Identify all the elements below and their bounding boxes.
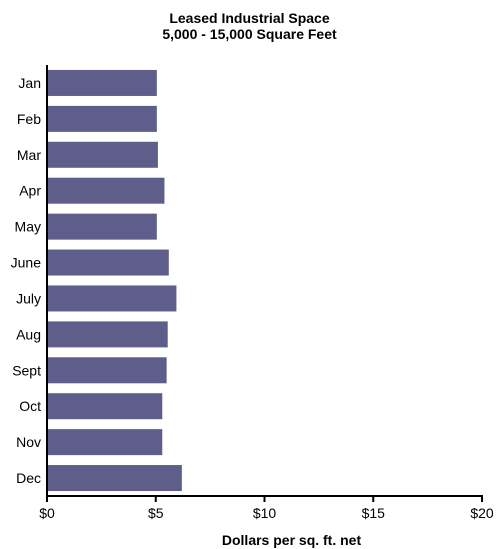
category-label-oct: Oct xyxy=(19,398,41,414)
x-axis-ticks: $0 $5 $10 $15 $20 xyxy=(39,496,494,521)
x-axis-title: Dollars per sq. ft. net xyxy=(222,532,362,548)
bar-apr xyxy=(47,177,165,204)
bar-mar xyxy=(47,141,158,168)
category-labels: Jan Feb Mar Apr May June July Aug Sept Oct Nov Dec xyxy=(11,75,42,486)
category-label-nov: Nov xyxy=(16,434,41,450)
bar-feb xyxy=(47,105,157,132)
bar-sept xyxy=(47,357,167,384)
chart-title: Leased Industrial Space xyxy=(169,10,330,26)
category-label-jan: Jan xyxy=(18,75,41,91)
bar-nov xyxy=(47,429,163,456)
x-tick-label: $0 xyxy=(39,505,55,521)
bar-dec xyxy=(47,465,182,492)
x-tick-label: $15 xyxy=(362,505,386,521)
category-label-dec: Dec xyxy=(16,470,41,486)
bar-july xyxy=(47,285,177,312)
category-label-mar: Mar xyxy=(17,147,41,163)
bars-group xyxy=(47,69,182,492)
x-tick-label: $10 xyxy=(253,505,277,521)
chart-subtitle: 5,000 - 15,000 Square Feet xyxy=(162,26,337,42)
category-label-may: May xyxy=(15,219,41,235)
bar-oct xyxy=(47,393,163,420)
category-label-aug: Aug xyxy=(16,326,41,342)
category-label-apr: Apr xyxy=(19,183,41,199)
bar-jan xyxy=(47,69,157,96)
bar-may xyxy=(47,213,157,240)
category-label-feb: Feb xyxy=(17,111,41,127)
category-label-july: July xyxy=(16,290,41,306)
category-label-june: June xyxy=(11,255,42,271)
x-tick-label: $5 xyxy=(148,505,164,521)
bar-june xyxy=(47,249,169,276)
category-label-sept: Sept xyxy=(12,362,41,378)
x-tick-label: $20 xyxy=(470,505,494,521)
bar-aug xyxy=(47,321,168,348)
